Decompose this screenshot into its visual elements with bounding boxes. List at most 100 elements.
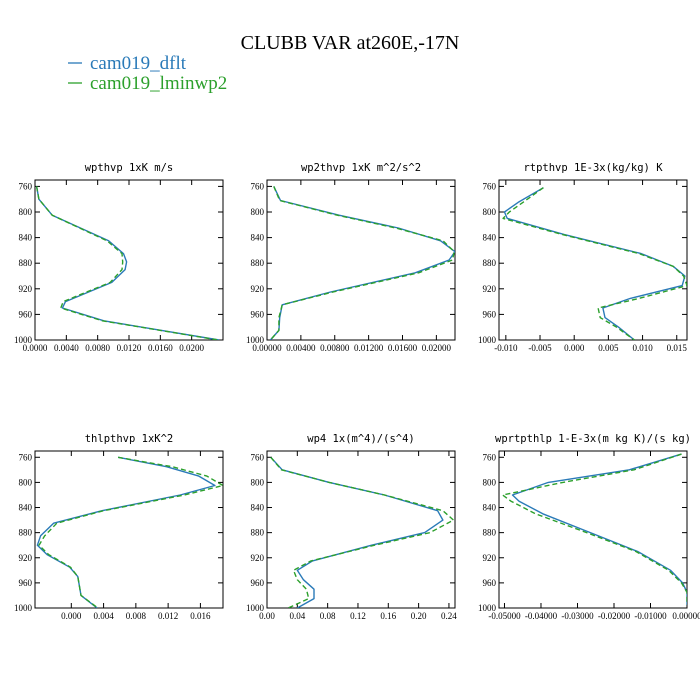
y-tick-label: 960 (19, 309, 33, 319)
x-tick-label: 0.16 (380, 611, 396, 621)
plot-frame (266, 179, 456, 341)
x-tick-label: 0.008 (126, 611, 147, 621)
x-tick-label: 0.00000 (672, 611, 700, 621)
y-tick-label: 1000 (478, 335, 497, 345)
y-tick-label: 800 (251, 477, 265, 487)
x-tick-label: 0.000 (61, 611, 82, 621)
y-tick-label: 920 (19, 553, 33, 563)
panel-title: wprtpthlp 1-E-3x(m kg K)/(s kg) (495, 433, 691, 445)
y-tick-label: 840 (483, 233, 497, 243)
panel-title: wp2thvp 1xK m^2/s^2 (301, 162, 421, 174)
y-tick-label: 960 (251, 578, 265, 588)
x-tick-label: 0.08 (320, 611, 336, 621)
x-tick-label: 0.005 (598, 343, 619, 353)
x-tick-label: 0.016 (190, 611, 211, 621)
x-tick-label: -0.04000 (525, 611, 558, 621)
x-tick-label: 0.20 (411, 611, 427, 621)
x-tick-label: 0.01200 (354, 343, 384, 353)
x-tick-label: -0.02000 (598, 611, 631, 621)
panel-4: thlpthvp 1xK^2 0.000 0.004 0.008 0.012 0.016 7… (14, 433, 224, 621)
y-tick-label: 920 (251, 284, 265, 294)
y-tick-label: 800 (19, 207, 33, 217)
x-tick-label: 0.00400 (286, 343, 316, 353)
series-line-dflt (269, 186, 455, 340)
y-tick-label: 880 (483, 528, 497, 538)
series-line-lminwp2 (502, 453, 687, 605)
x-tick-label: 0.0120 (117, 343, 142, 353)
panel-5: wp4 1x(m^4)/(s^4) 0.00 0.04 0.08 0.12 0.16 0.2… (246, 433, 457, 621)
panel-title: rtpthvp 1E-3x(kg/kg) K (523, 162, 663, 174)
panel-1: wpthvp 1xK m/s 0.0000 0.0040 0.0080 0.0120 0.… (14, 162, 224, 353)
x-tick-label: 0.0160 (148, 343, 173, 353)
x-tick-label: 0.12 (350, 611, 366, 621)
y-tick-label: 840 (251, 503, 265, 513)
panel-title: wpthvp 1xK m/s (85, 162, 174, 174)
x-tick-label: -0.010 (494, 343, 518, 353)
x-tick-label: 0.00 (259, 611, 275, 621)
panel-2: wp2thvp 1xK m^2/s^2 0.00000 0.00400 0.00800… (246, 162, 456, 353)
panel-title: thlpthvp 1xK^2 (85, 433, 174, 445)
series-line-lminwp2 (270, 456, 455, 608)
series-line-lminwp2 (269, 186, 455, 340)
plot-frame (266, 450, 456, 609)
x-tick-label: -0.03000 (561, 611, 594, 621)
panels-grid: wpthvp 1xK m/s 0.0000 0.0040 0.0080 0.0120 0.… (14, 162, 700, 621)
y-tick-label: 760 (483, 452, 497, 462)
series-line-lminwp2 (502, 187, 687, 340)
x-tick-label: 0.24 (441, 611, 457, 621)
y-tick-label: 800 (483, 207, 497, 217)
x-tick-label: 0.04 (289, 611, 305, 621)
x-tick-label: 0.010 (632, 343, 653, 353)
panel-title: wp4 1x(m^4)/(s^4) (307, 433, 414, 445)
y-tick-label: 1000 (246, 335, 265, 345)
y-tick-label: 960 (19, 578, 33, 588)
x-tick-label: 0.004 (93, 611, 114, 621)
y-tick-label: 840 (251, 233, 265, 243)
x-tick-label: 0.015 (667, 343, 688, 353)
y-tick-label: 960 (251, 309, 265, 319)
figure-title: CLUBB VAR at260E,-17N (241, 32, 460, 54)
y-tick-label: 840 (19, 503, 33, 513)
x-tick-label: 0.00800 (320, 343, 350, 353)
y-tick-label: 960 (483, 578, 497, 588)
y-tick-label: 760 (19, 181, 33, 191)
y-tick-label: 880 (251, 258, 265, 268)
series-line-dflt (270, 456, 444, 608)
y-tick-label: 1000 (14, 335, 33, 345)
y-tick-label: 920 (483, 553, 497, 563)
x-tick-label: -0.05000 (488, 611, 521, 621)
series-line-dflt (511, 453, 687, 605)
legend-label-dflt: cam019_dflt (90, 53, 187, 74)
y-tick-label: 880 (251, 528, 265, 538)
panel-6: wprtpthlp 1-E-3x(m kg K)/(s kg)-0.05000-… (478, 433, 700, 621)
y-tick-label: 880 (19, 528, 33, 538)
x-tick-label: 0.01600 (388, 343, 418, 353)
y-tick-label: 840 (19, 233, 33, 243)
plot-frame (34, 179, 224, 341)
x-tick-label: -0.005 (528, 343, 552, 353)
y-tick-label: 920 (483, 284, 497, 294)
y-tick-label: 1000 (14, 603, 33, 613)
y-tick-label: 920 (19, 284, 33, 294)
y-tick-label: 800 (19, 477, 33, 487)
x-tick-label: 0.0080 (85, 343, 110, 353)
series-line-dflt (36, 456, 216, 608)
plot-frame (34, 450, 224, 609)
y-tick-label: 880 (483, 258, 497, 268)
y-tick-label: 760 (483, 181, 497, 191)
y-tick-label: 880 (19, 258, 33, 268)
x-tick-label: 0.02000 (422, 343, 452, 353)
y-tick-label: 1000 (478, 603, 497, 613)
x-tick-label: -0.01000 (634, 611, 667, 621)
y-tick-label: 800 (251, 207, 265, 217)
series-line-dflt (35, 186, 220, 340)
series-line-dflt (503, 187, 686, 340)
plot-frame (498, 450, 688, 609)
x-tick-label: 0.0200 (179, 343, 204, 353)
x-tick-label: 0.000 (564, 343, 585, 353)
series-line-lminwp2 (35, 186, 219, 340)
y-tick-label: 760 (251, 181, 265, 191)
panel-3: rtpthvp 1E-3x(kg/kg) K -0.010 -0.005 0.000 0… (478, 162, 688, 353)
x-tick-label: 0.0000 (23, 343, 48, 353)
